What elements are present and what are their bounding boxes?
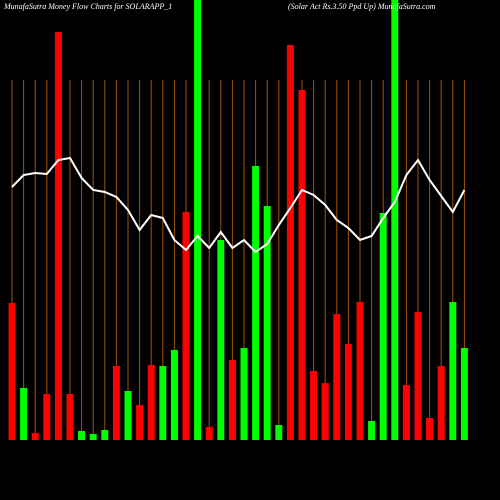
bar xyxy=(124,391,132,440)
bar xyxy=(252,166,260,440)
bar xyxy=(263,206,271,440)
bar xyxy=(286,45,294,440)
bar xyxy=(31,433,39,440)
bar xyxy=(194,0,202,440)
chart-title: MunafaSutra Money Flow Charts for SOLARA… xyxy=(3,2,172,11)
bar xyxy=(78,431,86,440)
bar xyxy=(240,348,248,440)
bar xyxy=(217,240,225,440)
bar xyxy=(414,312,422,440)
bar xyxy=(402,385,410,440)
bar xyxy=(136,405,144,440)
bar xyxy=(101,430,109,440)
bar xyxy=(391,0,399,440)
bar xyxy=(147,365,155,440)
bar xyxy=(54,32,62,440)
bar xyxy=(426,418,434,440)
bar xyxy=(356,302,364,440)
bar xyxy=(449,302,457,440)
bar xyxy=(460,348,468,440)
money-flow-line xyxy=(11,156,466,254)
bar xyxy=(205,427,213,440)
bar xyxy=(298,90,306,440)
bar xyxy=(8,303,16,440)
bar xyxy=(321,383,329,440)
chart-subtitle: (Solar Act Rs.3.50 Ppd Up) MunafaSutra.c… xyxy=(288,2,436,11)
bar xyxy=(379,213,387,440)
bar xyxy=(437,366,445,440)
bar xyxy=(344,344,352,440)
bar xyxy=(275,425,283,440)
bar xyxy=(182,212,190,440)
bar xyxy=(20,388,28,440)
plot xyxy=(8,0,468,440)
bar xyxy=(112,366,120,440)
bar xyxy=(66,394,74,440)
bar xyxy=(333,314,341,440)
bar xyxy=(170,350,178,440)
bar xyxy=(89,434,97,440)
bar xyxy=(159,366,167,440)
bar xyxy=(43,394,51,440)
bar xyxy=(228,360,236,440)
bar xyxy=(310,371,318,440)
bar xyxy=(368,421,376,440)
